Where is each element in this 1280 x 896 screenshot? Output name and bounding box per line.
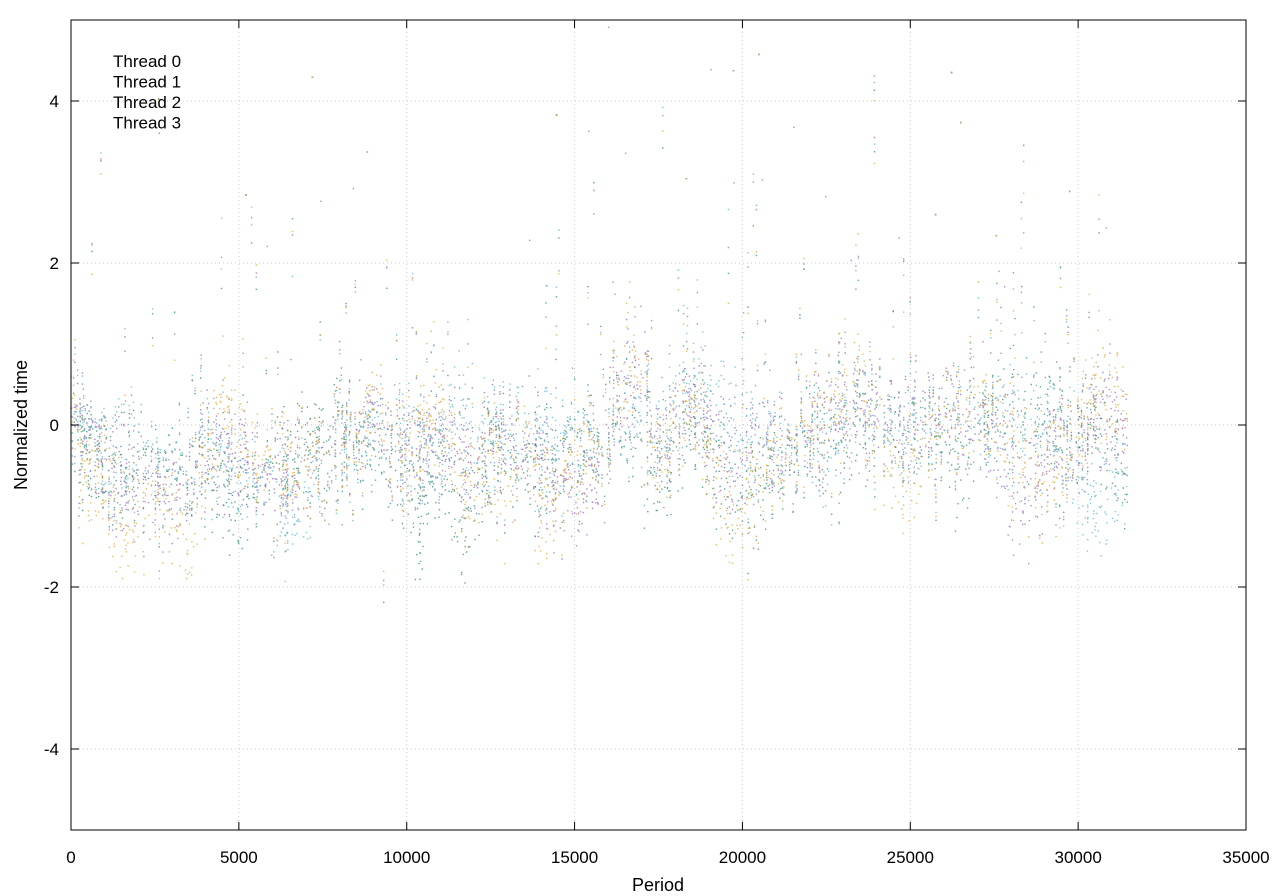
series-points-thread-2 [71, 53, 1128, 586]
scatter-points [71, 26, 1128, 604]
y-tick-label: 0 [50, 416, 59, 435]
series-points-thread-0 [71, 26, 1128, 582]
x-tick-label: 10000 [383, 848, 430, 867]
x-axis-title: Period [632, 875, 684, 895]
legend-entry: Thread 1 [113, 73, 181, 92]
y-tick-label: 4 [50, 92, 59, 111]
x-tick-label: 0 [66, 848, 75, 867]
axis-ticks: 0 5000 10000 15000 20000 25000 30000 35000 -4 -2 0… [44, 20, 1270, 867]
y-tick-label: 2 [50, 254, 59, 273]
x-tick-label: 25000 [887, 848, 934, 867]
y-tick-label: -4 [44, 740, 59, 759]
y-axis-title: Normalized time [11, 360, 31, 490]
x-tick-label: 35000 [1222, 848, 1269, 867]
x-tick-label: 15000 [551, 848, 598, 867]
x-tick-label: 30000 [1055, 848, 1102, 867]
legend-entry: Thread 3 [113, 114, 181, 133]
y-tick-label: -2 [44, 578, 59, 597]
x-tick-label: 5000 [220, 848, 258, 867]
legend-entry: Thread 2 [113, 93, 181, 112]
legend-entry: Thread 0 [113, 52, 181, 71]
x-tick-label: 20000 [719, 848, 766, 867]
